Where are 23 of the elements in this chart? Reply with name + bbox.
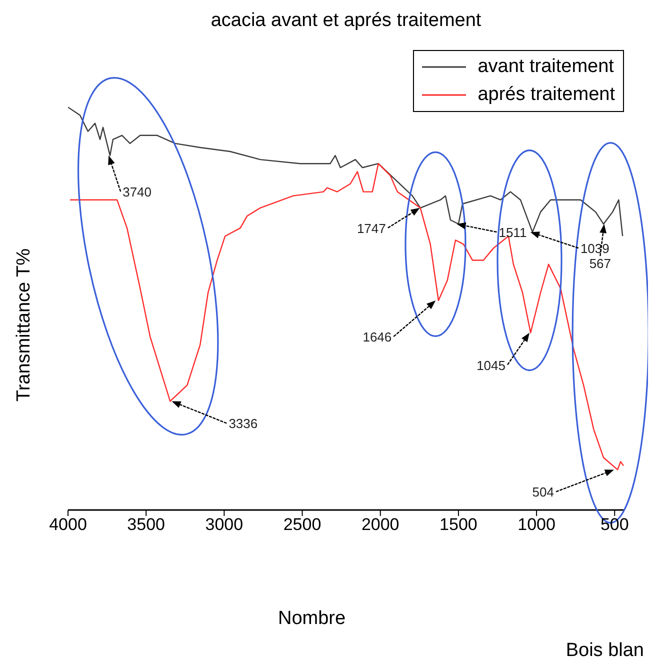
- x-tick-label: 3000: [205, 515, 244, 534]
- y-axis-title: Transmittance T%: [14, 248, 36, 402]
- legend-label: aprés traitement: [478, 84, 615, 106]
- x-axis-title: Nombre: [278, 608, 346, 630]
- annotation: 504: [532, 484, 554, 500]
- legend-label: avant traitement: [478, 56, 614, 78]
- annotation: 1039: [580, 241, 610, 256]
- x-tick-label: 1000: [518, 515, 556, 534]
- annotation: 1045: [476, 358, 506, 373]
- x-tick-label: 500: [600, 515, 629, 534]
- annotation: 3740: [122, 184, 152, 200]
- annotation: 1646: [362, 330, 392, 345]
- x-tick-label: 1500: [440, 515, 478, 534]
- chart-title: acacia avant et aprés traitement: [210, 10, 482, 32]
- annotation: 3336: [228, 416, 258, 432]
- x-tick-label: 3500: [127, 515, 166, 534]
- x-tick-label: 4000: [49, 515, 87, 534]
- x-tick-label: 2000: [361, 515, 400, 534]
- annotation: 1747: [356, 220, 386, 236]
- annotation: 1511: [498, 225, 527, 240]
- x-tick-label: 2500: [283, 515, 322, 534]
- text: Bois blan: [566, 640, 644, 662]
- annotation: 567: [589, 256, 612, 272]
